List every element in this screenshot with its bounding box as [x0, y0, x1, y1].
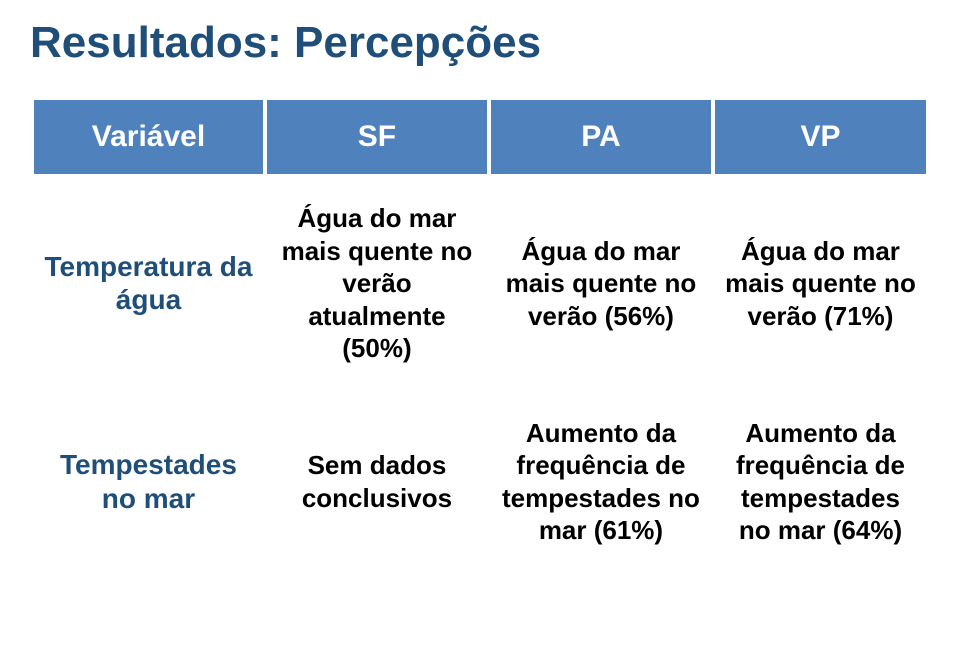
table-row: Temperatura da água Água do mar mais que…: [32, 176, 928, 391]
col-header-pa: PA: [489, 98, 713, 176]
row-label-temperatura: Temperatura da água: [32, 176, 265, 391]
row-label-tempestades: Tempestades no mar: [32, 391, 265, 573]
col-header-variavel: Variável: [32, 98, 265, 176]
slide-page: Resultados: Percepções Variável SF PA VP…: [0, 0, 960, 664]
cell-tempestades-vp: Aumento da frequência de tempestades no …: [713, 391, 928, 573]
cell-temperatura-sf: Água do mar mais quente no verão atualme…: [265, 176, 489, 391]
cell-tempestades-pa: Aumento da frequência de tempestades no …: [489, 391, 713, 573]
cell-tempestades-sf: Sem dados conclusivos: [265, 391, 489, 573]
table-header-row: Variável SF PA VP: [32, 98, 928, 176]
results-table: Variável SF PA VP Temperatura da água Ág…: [30, 96, 930, 575]
cell-temperatura-pa: Água do mar mais quente no verão (56%): [489, 176, 713, 391]
page-title: Resultados: Percepções: [30, 18, 930, 68]
col-header-sf: SF: [265, 98, 489, 176]
table-row: Tempestades no mar Sem dados conclusivos…: [32, 391, 928, 573]
cell-temperatura-vp: Água do mar mais quente no verão (71%): [713, 176, 928, 391]
col-header-vp: VP: [713, 98, 928, 176]
